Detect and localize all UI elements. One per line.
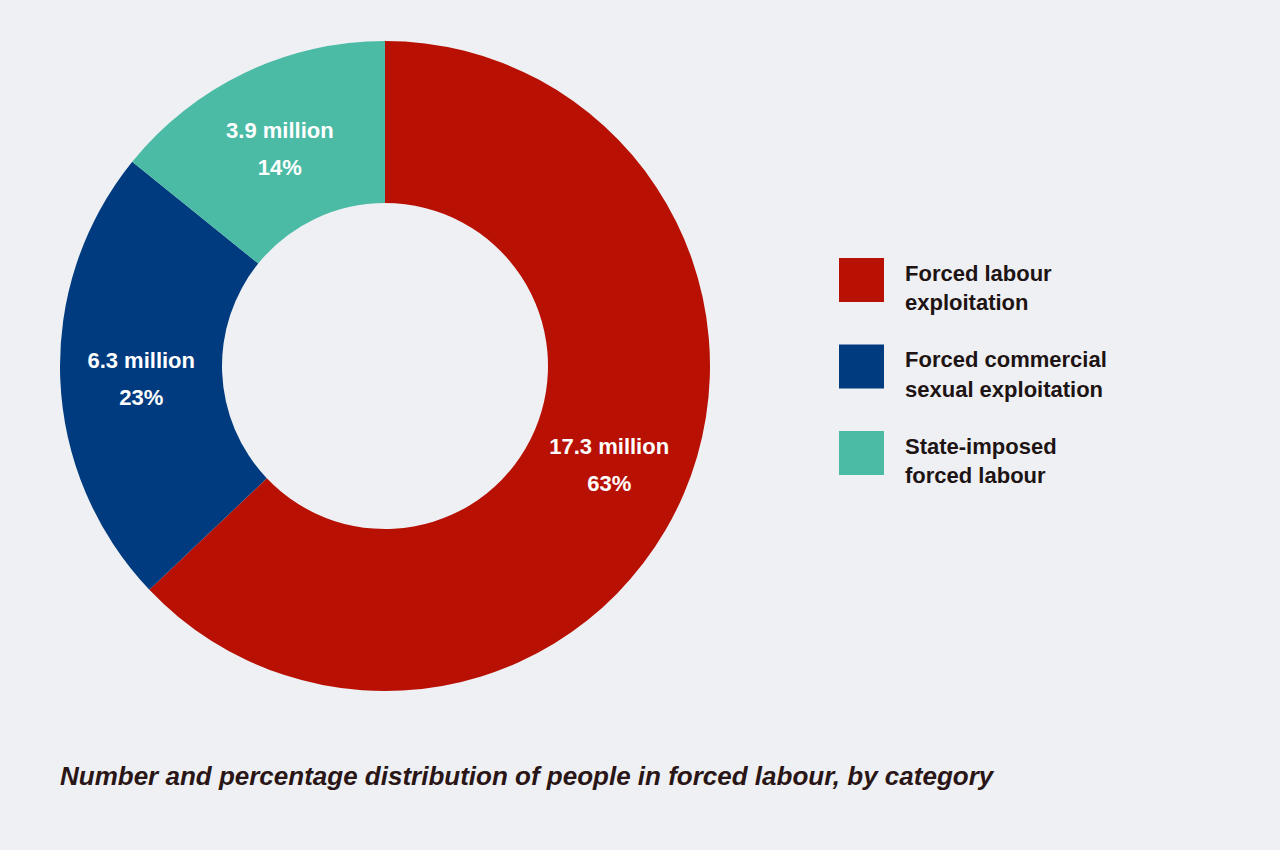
legend-label: Forced labourexploitation bbox=[905, 261, 1052, 316]
data-labels: 17.3 million 63% 6.3 million 23% 3.9 million… bbox=[87, 118, 669, 496]
percentage-label: 23% bbox=[119, 385, 163, 410]
legend-label: State-imposedforced labour bbox=[905, 434, 1057, 489]
legend-swatch bbox=[839, 431, 884, 475]
count-label: 17.3 million bbox=[549, 434, 669, 459]
slice bbox=[149, 41, 710, 691]
chart-svg: 17.3 million 63% 6.3 million 23% 3.9 million… bbox=[0, 0, 1280, 850]
chart-title: Number and percentage distribution of pe… bbox=[60, 761, 995, 791]
percentage-label: 14% bbox=[258, 155, 302, 180]
legend-swatch bbox=[839, 345, 884, 389]
percentage-label: 63% bbox=[587, 471, 631, 496]
count-label: 6.3 million bbox=[87, 348, 195, 373]
chart-container: 17.3 million 63% 6.3 million 23% 3.9 million… bbox=[0, 0, 1280, 850]
legend-label: Forced commercialsexual exploitation bbox=[905, 347, 1107, 402]
background bbox=[0, 0, 1280, 850]
legend: Forced labourexploitation Forced commerci… bbox=[839, 258, 1107, 488]
slice bbox=[132, 41, 385, 264]
pie-group bbox=[60, 41, 710, 691]
count-label: 3.9 million bbox=[226, 118, 334, 143]
legend-swatch bbox=[839, 258, 884, 302]
